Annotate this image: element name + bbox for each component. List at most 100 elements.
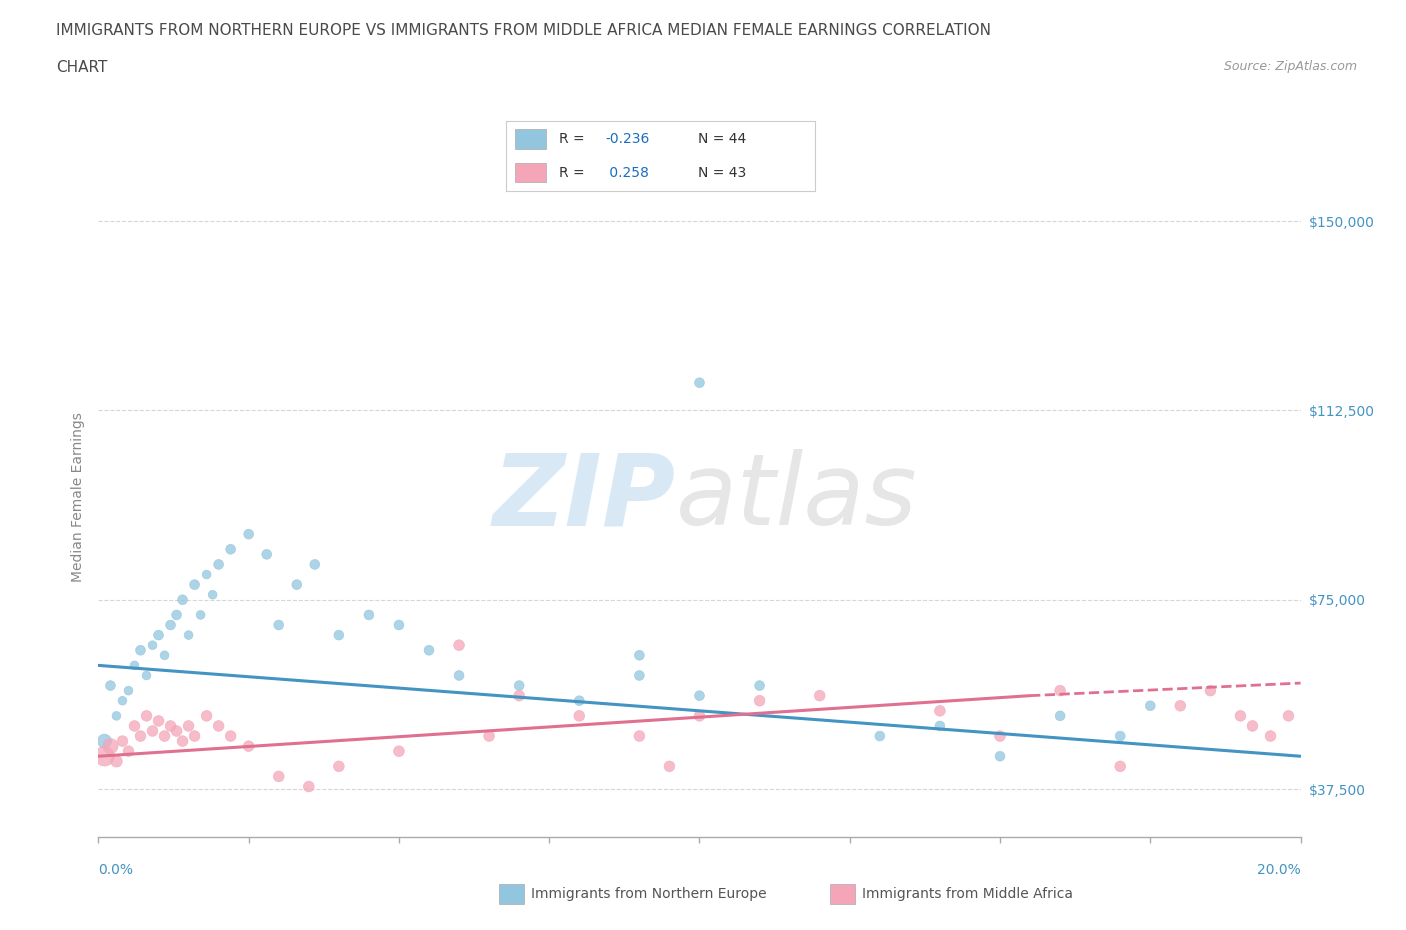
Text: R =: R = [558, 132, 589, 146]
Point [256, 547, 278, 562]
Point [508, 688, 530, 703]
Point [153, 728, 176, 743]
Point [177, 719, 200, 734]
Text: IMMIGRANTS FROM NORTHERN EUROPE VS IMMIGRANTS FROM MIDDLE AFRICA MEDIAN FEMALE E: IMMIGRANTS FROM NORTHERN EUROPE VS IMMIG… [56, 23, 991, 38]
Point [658, 759, 681, 774]
Point [447, 638, 470, 653]
Bar [516, 163, 547, 182]
Y-axis label: Median Female Earnings: Median Female Earnings [72, 413, 86, 582]
Point [183, 578, 205, 592]
Point [388, 744, 411, 759]
Point [105, 754, 128, 769]
Point [159, 618, 181, 632]
Point [748, 678, 770, 693]
Point [388, 618, 411, 632]
Point [568, 693, 591, 708]
Point [100, 678, 122, 693]
Point [148, 628, 170, 643]
Point [418, 643, 440, 658]
Point [628, 648, 651, 663]
Point [190, 607, 212, 622]
Point [1109, 728, 1132, 743]
Point [208, 557, 231, 572]
Point [1170, 698, 1192, 713]
Point [105, 709, 128, 724]
Point [159, 719, 181, 734]
Point [124, 719, 146, 734]
Point [1139, 698, 1161, 713]
Point [238, 526, 260, 541]
Point [304, 557, 326, 572]
Point [117, 684, 139, 698]
Point [219, 542, 242, 557]
Point [141, 638, 163, 653]
Point [568, 709, 591, 724]
Point [195, 567, 218, 582]
Point [153, 648, 176, 663]
Text: 20.0%: 20.0% [1257, 863, 1301, 877]
Text: Immigrants from Northern Europe: Immigrants from Northern Europe [531, 886, 768, 901]
Point [172, 734, 194, 749]
Point [1109, 759, 1132, 774]
Point [219, 728, 242, 743]
Point [195, 709, 218, 724]
Point [166, 724, 188, 738]
Point [1049, 684, 1071, 698]
Point [135, 668, 157, 683]
Point [135, 709, 157, 724]
Point [183, 728, 205, 743]
Point [1199, 684, 1222, 698]
Point [1241, 719, 1264, 734]
Point [1260, 728, 1282, 743]
Text: 0.0%: 0.0% [98, 863, 134, 877]
Point [689, 688, 711, 703]
Bar [516, 129, 547, 149]
Text: R =: R = [558, 166, 589, 179]
Point [267, 769, 290, 784]
Point [628, 728, 651, 743]
Point [988, 728, 1011, 743]
Point [141, 724, 163, 738]
Point [166, 607, 188, 622]
Point [328, 628, 350, 643]
Point [1277, 709, 1299, 724]
Text: CHART: CHART [56, 60, 108, 75]
Point [201, 587, 224, 602]
Point [285, 578, 308, 592]
Point [177, 628, 200, 643]
Point [267, 618, 290, 632]
Text: ZIP: ZIP [492, 449, 675, 546]
Point [689, 376, 711, 391]
Point [124, 658, 146, 672]
Point [111, 693, 134, 708]
Point [111, 734, 134, 749]
Point [478, 728, 501, 743]
Point [1229, 709, 1251, 724]
Point [929, 719, 952, 734]
Text: Source: ZipAtlas.com: Source: ZipAtlas.com [1223, 60, 1357, 73]
Text: N = 43: N = 43 [697, 166, 747, 179]
Point [93, 734, 115, 749]
Point [689, 709, 711, 724]
Point [1049, 709, 1071, 724]
Point [148, 713, 170, 728]
Point [238, 738, 260, 753]
Text: Immigrants from Middle Africa: Immigrants from Middle Africa [862, 886, 1073, 901]
Point [929, 703, 952, 718]
Point [298, 779, 321, 794]
Point [129, 728, 152, 743]
Point [357, 607, 380, 622]
Point [748, 693, 770, 708]
Point [328, 759, 350, 774]
Point [93, 749, 115, 764]
Point [208, 719, 231, 734]
Point [447, 668, 470, 683]
Point [988, 749, 1011, 764]
Point [172, 592, 194, 607]
Point [869, 728, 891, 743]
Point [808, 688, 831, 703]
Point [508, 678, 530, 693]
Point [129, 643, 152, 658]
Point [117, 744, 139, 759]
Text: N = 44: N = 44 [697, 132, 747, 146]
